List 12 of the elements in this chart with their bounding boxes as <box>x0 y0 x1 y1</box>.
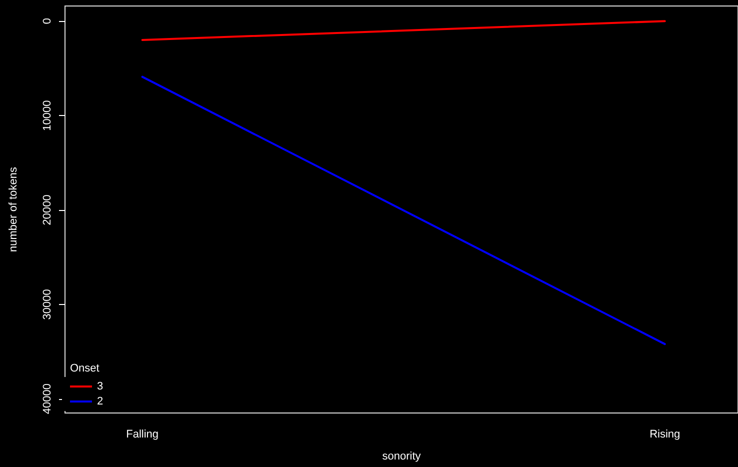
x-tick-label: Falling <box>126 428 159 440</box>
x-tick-label: Rising <box>650 428 680 440</box>
y-tick-label: 10000 <box>42 100 54 131</box>
y-tick-label: 40000 <box>42 384 54 414</box>
legend-label: 2 <box>97 396 104 408</box>
y-axis-title: number of tokens <box>8 166 20 252</box>
legend-title: Onset <box>70 362 100 374</box>
legend-label: 3 <box>97 380 104 392</box>
y-tick-label: 20000 <box>42 194 54 226</box>
x-axis-title: sonority <box>382 450 422 462</box>
y-tick-label: 30000 <box>42 289 54 320</box>
y-tick-label: 0 <box>42 18 54 24</box>
